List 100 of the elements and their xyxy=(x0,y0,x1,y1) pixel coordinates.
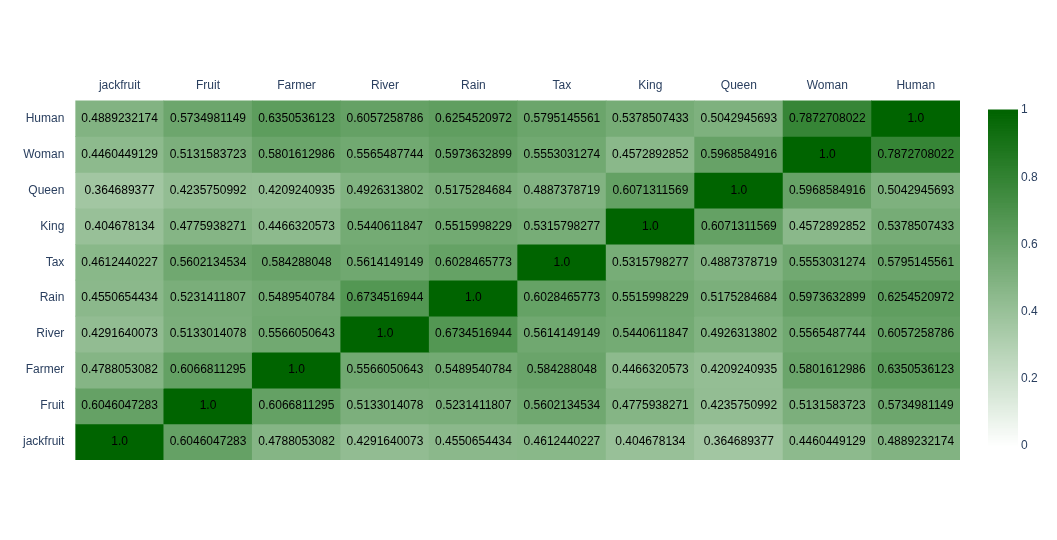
data-label: 1.0 xyxy=(199,398,217,413)
data-label: 0.5973632899 xyxy=(435,146,513,161)
data-label: 0.4775938271 xyxy=(169,218,247,233)
data-label: 0.5553031274 xyxy=(523,146,601,161)
y-tick-label: Queen xyxy=(28,182,65,197)
data-label: 0.5734981149 xyxy=(877,398,955,413)
data-label: 0.5968584916 xyxy=(700,146,778,161)
data-label: 0.5315798277 xyxy=(612,254,690,269)
data-label: 0.5515998229 xyxy=(612,290,690,305)
data-label: 0.4926313802 xyxy=(700,326,778,341)
data-label: 1.0 xyxy=(642,218,660,233)
data-label: 0.7872708022 xyxy=(788,110,866,125)
data-label: 0.4612440227 xyxy=(81,254,159,269)
data-label: 1.0 xyxy=(730,182,748,197)
data-label: 0.6254520972 xyxy=(877,290,955,305)
data-label: 0.4926313802 xyxy=(346,182,424,197)
y-tick-label: Tax xyxy=(45,254,65,269)
color-bar-label: 0.6 xyxy=(1021,236,1039,251)
data-label: 0.4887378719 xyxy=(523,182,601,197)
data-label: 0.5614149149 xyxy=(523,326,601,341)
data-label: 0.5315798277 xyxy=(523,218,601,233)
data-label: 0.5515998229 xyxy=(435,218,513,233)
data-label: 0.5489540784 xyxy=(435,362,513,377)
y-tick-label: Woman xyxy=(23,146,65,161)
y-tick-label: Farmer xyxy=(25,362,65,377)
data-label: 0.5489540784 xyxy=(258,290,336,305)
data-label: 0.4460449129 xyxy=(788,434,866,449)
data-label: 0.4612440227 xyxy=(523,434,601,449)
data-label: 0.5801612986 xyxy=(258,146,336,161)
data-label: 0.4209240935 xyxy=(258,182,336,197)
data-label: 0.5795145561 xyxy=(523,110,601,125)
data-label: 0.6071311569 xyxy=(700,218,778,233)
data-label: 0.6350536123 xyxy=(258,110,336,125)
x-tick-label: King xyxy=(638,77,663,92)
data-label: 0.6254520972 xyxy=(435,110,513,125)
data-label: 0.5133014078 xyxy=(346,398,424,413)
data-label: 0.6066811295 xyxy=(258,398,335,413)
data-label: 0.4788053082 xyxy=(81,362,159,377)
x-tick-label: Human xyxy=(896,77,936,92)
data-label: 0.5614149149 xyxy=(346,254,424,269)
data-label: 0.4235750992 xyxy=(169,182,247,197)
x-tick-label: Queen xyxy=(720,77,757,92)
y-tick-label: jackfruit xyxy=(22,434,66,449)
data-label: 1.0 xyxy=(376,326,394,341)
data-label: 1.0 xyxy=(553,254,571,269)
color-bar-label: 0.8 xyxy=(1021,169,1039,184)
data-label: 0.5440611847 xyxy=(612,326,689,341)
data-label: 0.5175284684 xyxy=(435,182,513,197)
data-label: 0.4466320573 xyxy=(612,362,690,377)
data-label: 0.4460449129 xyxy=(81,146,159,161)
color-bar-label: 0 xyxy=(1021,438,1028,453)
data-label: 0.5566050643 xyxy=(258,326,336,341)
data-label: 0.5602134534 xyxy=(169,254,247,269)
data-label: 0.7872708022 xyxy=(877,146,955,161)
color-bar-label: 1 xyxy=(1021,102,1028,117)
data-label: 0.5231411807 xyxy=(170,290,247,305)
data-label: 0.5378507433 xyxy=(612,110,690,125)
data-label: 1.0 xyxy=(465,290,483,305)
data-label: 0.5440611847 xyxy=(347,218,424,233)
data-label: 0.6057258786 xyxy=(877,326,955,341)
data-label: 0.5131583723 xyxy=(788,398,866,413)
data-label: 0.5131583723 xyxy=(169,146,247,161)
data-label: 1.0 xyxy=(818,146,836,161)
x-tick-label: Farmer xyxy=(277,77,316,92)
data-label: 0.6071311569 xyxy=(612,182,689,197)
y-tick-label: Rain xyxy=(39,290,65,305)
data-label: 0.5565487744 xyxy=(346,146,424,161)
data-label: 0.4291640073 xyxy=(81,326,159,341)
data-label: 0.6028465773 xyxy=(435,254,513,269)
x-tick-label: River xyxy=(370,77,399,92)
data-label: 0.4572892852 xyxy=(788,218,866,233)
data-label: 1.0 xyxy=(907,110,925,125)
data-label: 0.6028465773 xyxy=(523,290,601,305)
data-label: 0.6350536123 xyxy=(877,362,955,377)
y-tick-label: Human xyxy=(25,110,65,125)
color-bar-label: 0.2 xyxy=(1021,371,1039,386)
x-tick-label: Fruit xyxy=(196,77,221,92)
x-tick-label: Rain xyxy=(461,77,486,92)
data-label: 0.4887378719 xyxy=(700,254,778,269)
data-label: 0.584288048 xyxy=(261,254,332,269)
data-label: 0.404678134 xyxy=(84,218,155,233)
data-label: 1.0 xyxy=(111,434,129,449)
color-bar-label: 0.4 xyxy=(1021,303,1039,318)
data-label: 0.364689377 xyxy=(84,182,155,197)
data-label: 0.6734516944 xyxy=(435,326,513,341)
data-label: 0.5175284684 xyxy=(700,290,778,305)
data-label: 0.5973632899 xyxy=(788,290,866,305)
data-label: 0.5566050643 xyxy=(346,362,424,377)
data-label: 0.404678134 xyxy=(615,434,686,449)
data-label: 0.5734981149 xyxy=(170,110,247,125)
data-label: 0.4209240935 xyxy=(700,362,778,377)
x-tick-label: Woman xyxy=(806,77,848,92)
x-tick-label: Tax xyxy=(552,77,572,92)
data-label: 1.0 xyxy=(288,362,306,377)
data-label: 0.4775938271 xyxy=(612,398,690,413)
data-label: 0.6734516944 xyxy=(346,290,424,305)
data-label: 0.5801612986 xyxy=(788,362,866,377)
data-label: 0.4572892852 xyxy=(612,146,690,161)
data-label: 0.6046047283 xyxy=(169,434,247,449)
data-label: 0.5602134534 xyxy=(523,398,601,413)
